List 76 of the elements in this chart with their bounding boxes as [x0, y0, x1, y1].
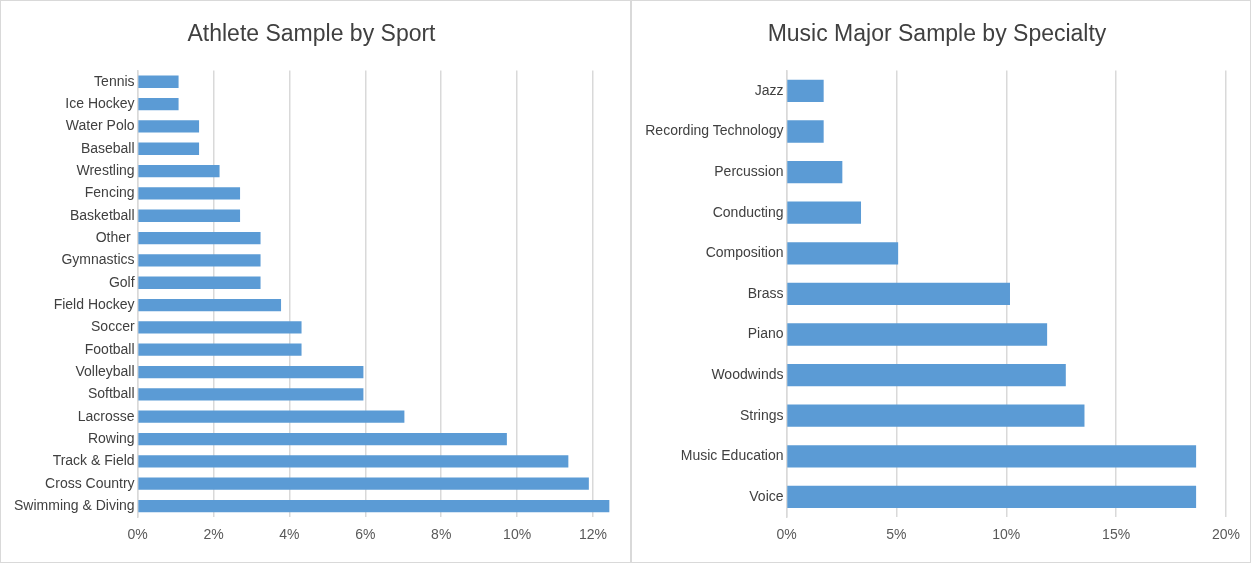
bar	[787, 485, 1197, 509]
y-tick-label: Wrestling	[76, 161, 135, 178]
y-tick-label: Tennis	[94, 72, 135, 89]
x-tick-label: 12%	[579, 526, 608, 543]
y-tick-label: Percussion	[714, 162, 784, 179]
y-tick-label: Jazz	[754, 81, 784, 98]
y-tick-label: Water Polo	[65, 117, 135, 134]
bar	[138, 187, 241, 200]
x-tick-label: 15%	[1102, 526, 1131, 543]
bar	[138, 477, 589, 490]
y-tick-label: Recording Technology	[645, 122, 784, 139]
bar	[138, 164, 220, 178]
y-tick-label: Woodwinds	[711, 365, 784, 382]
x-tick-label: 4%	[279, 526, 300, 543]
bar	[138, 75, 179, 88]
y-tick-label: Softball	[87, 385, 135, 402]
y-tick-label: Baseball	[80, 139, 135, 156]
bar	[787, 323, 1048, 346]
bar	[787, 120, 824, 143]
bar	[787, 363, 1066, 387]
bar	[138, 455, 569, 468]
y-tick-label: Other	[95, 228, 135, 245]
bar	[138, 97, 179, 111]
bar	[138, 231, 261, 245]
y-tick-label: Piano	[747, 325, 784, 342]
x-tick-label: 0%	[776, 526, 797, 543]
y-tick-label: Conducting	[712, 203, 784, 220]
y-tick-label: Strings	[739, 406, 784, 423]
bar	[787, 404, 1085, 427]
x-tick-label: 2%	[203, 526, 224, 543]
y-tick-label: Golf	[108, 273, 135, 290]
bar	[787, 282, 1010, 306]
bar	[787, 242, 899, 265]
x-tick-label: 10%	[992, 526, 1021, 543]
bar	[138, 298, 282, 312]
chart-title: Athlete Sample by Sport	[187, 20, 437, 47]
y-tick-label: Football	[84, 340, 135, 357]
bar	[138, 254, 261, 267]
x-tick-label: 10%	[503, 526, 532, 543]
bar	[138, 432, 507, 446]
y-tick-label: Soccer	[91, 318, 135, 335]
y-tick-label: Field Hockey	[53, 295, 135, 312]
bar	[138, 499, 610, 513]
y-tick-label: Basketball	[69, 206, 135, 223]
y-tick-label: Fencing	[84, 184, 135, 201]
y-tick-label: Ice Hockey	[65, 94, 135, 111]
y-tick-label: Brass	[747, 284, 784, 301]
bar	[138, 321, 302, 334]
bar	[138, 120, 200, 133]
bar	[138, 365, 364, 379]
x-tick-label: 20%	[1211, 526, 1241, 543]
x-tick-label: 5%	[886, 526, 907, 543]
bar	[787, 79, 824, 103]
y-tick-label: Composition	[705, 244, 784, 261]
bar	[138, 410, 405, 423]
bar	[138, 209, 241, 222]
y-tick-label: Volleyball	[75, 362, 135, 379]
bar	[787, 160, 843, 184]
x-tick-label: 6%	[355, 526, 376, 543]
bar	[138, 142, 200, 155]
y-tick-label: Gymnastics	[61, 251, 135, 268]
bar	[787, 445, 1197, 468]
bar	[787, 201, 862, 224]
bar	[138, 388, 364, 401]
y-tick-label: Track & Field	[52, 452, 135, 469]
y-tick-label: Music Education	[680, 447, 784, 464]
x-tick-label: 8%	[431, 526, 452, 543]
y-tick-label: Rowing	[87, 429, 135, 446]
bar	[138, 343, 302, 356]
y-tick-label: Cross Country	[45, 474, 135, 491]
x-tick-label: 0%	[127, 526, 148, 543]
y-tick-label: Voice	[749, 487, 784, 504]
bar	[138, 276, 261, 289]
y-tick-label: Lacrosse	[77, 407, 135, 424]
y-tick-label: Swimming & Diving	[13, 496, 135, 513]
chart-title: Music Major Sample by Specialty	[767, 20, 1107, 47]
